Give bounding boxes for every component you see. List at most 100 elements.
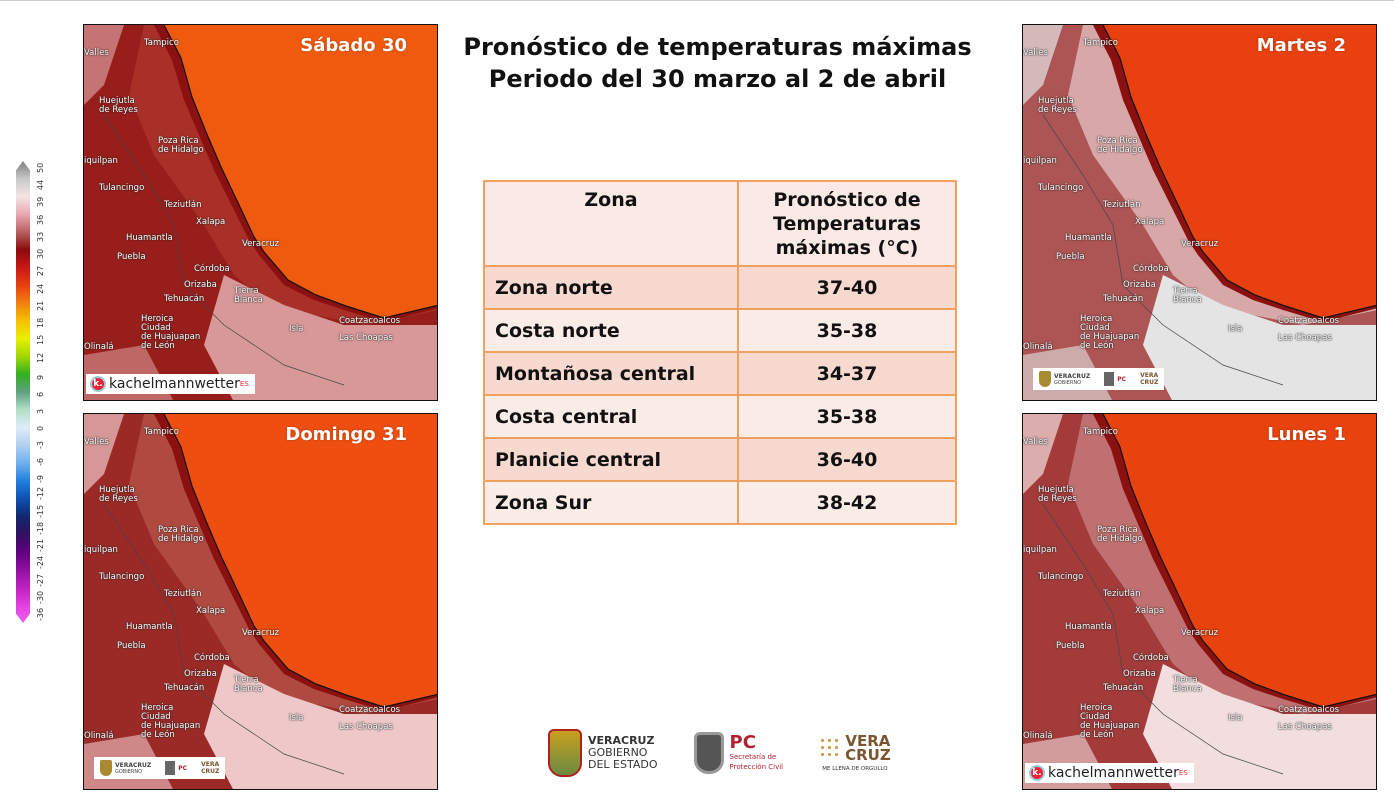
city-label: Xalapa (196, 606, 226, 616)
pc-shield-icon (693, 732, 724, 774)
logo-text: PC (1117, 375, 1127, 383)
logo-text: ME LLENA DE ORGULLO (822, 766, 888, 772)
veracruz-logos-strip: VERACRUZ GOBIERNO PC VERA CRUZ (1033, 368, 1165, 390)
logo-text: CRUZ (201, 768, 220, 775)
city-label: iquilpan (1023, 545, 1057, 555)
city-label: iquilpan (1023, 156, 1057, 166)
logo-text: VERACRUZ (115, 761, 152, 769)
day-label: Martes 2 (1256, 35, 1346, 56)
city-label: Tierra Blanca (1173, 286, 1202, 305)
city-label: Tulancingo (1038, 183, 1084, 193)
city-label: Tampico (1083, 427, 1118, 437)
logo-text: VERACRUZ (588, 734, 655, 747)
veracruz-logos-strip: VERACRUZ GOBIERNO PC VERA CRUZ (94, 757, 226, 779)
table-row: Costa central 35-38 (483, 394, 957, 439)
city-label: Olinalá (84, 342, 114, 352)
veracruz-orgullo-logo: VERA CRUZ ME LLENA DE ORGULLO (819, 734, 891, 772)
city-label: Valles (84, 437, 109, 447)
city-label: Tierra Blanca (234, 286, 263, 305)
gulf-of-mexico (164, 414, 437, 707)
state-border (1042, 503, 1284, 775)
table-row: Zona norte 37-40 (483, 265, 957, 310)
logo-text: Secretaría de (729, 753, 777, 761)
colorbar-tick-label: 0 (36, 426, 45, 432)
veracruz-shield-icon (100, 760, 112, 776)
city-label: Olinalá (1023, 342, 1053, 352)
colorbar-tick-label: -36 (36, 607, 45, 621)
city-label: Tampico (1083, 38, 1118, 48)
day-label: Lunes 1 (1267, 424, 1346, 445)
city-label: Huejutla de Reyes (99, 485, 138, 504)
city-label: Teziutlán (1103, 200, 1141, 210)
logo-text: VERA (1140, 372, 1159, 379)
table-row: Zona Sur 38-42 (483, 480, 957, 525)
city-label: Las Choapas (1278, 333, 1332, 343)
logo-text: VERA (201, 761, 220, 768)
city-label: Xalapa (196, 217, 226, 227)
city-label: Puebla (1056, 252, 1085, 262)
zone-cell: Zona Sur (483, 480, 739, 525)
city-label: Orizaba (1123, 669, 1156, 679)
colorbar-tick-label: -30 (36, 590, 45, 604)
table-row: Montañosa central 34-37 (483, 351, 957, 396)
state-border (103, 114, 345, 386)
logo-text: Protección Civil (729, 763, 784, 771)
temperature-map-canvas (1023, 25, 1376, 400)
city-label: Olinalá (84, 731, 114, 741)
city-label: Veracruz (1181, 239, 1219, 249)
value-cell: 35-38 (737, 394, 957, 439)
city-label: Coatzacoalcos (1278, 316, 1340, 326)
city-label: Tehuacán (164, 294, 205, 304)
city-label: Huamantla (126, 233, 173, 243)
city-label: Xalapa (1135, 606, 1165, 616)
city-label: Valles (1023, 48, 1048, 58)
zone-cell: Montañosa central (483, 351, 739, 396)
city-label: Poza Rica de Hidalgo (158, 525, 204, 544)
logo-text: GOBIERNO (588, 746, 648, 759)
city-label: Poza Rica de Hidalgo (1097, 525, 1143, 544)
city-label: Heroica Ciudad de Huajuapan de León (1080, 703, 1140, 740)
value-cell: 36-40 (737, 437, 957, 482)
city-label: Valles (84, 48, 109, 58)
logo-text: GOBIERNO (115, 768, 143, 775)
colorbar-tick-label: -27 (36, 573, 45, 587)
highland-band (84, 414, 437, 789)
logo-text: CRUZ (1140, 379, 1159, 386)
city-label: Puebla (117, 252, 146, 262)
northwest-area (1023, 25, 1063, 105)
proteccion-civil-logo: PC Secretaría de Protección Civil (693, 732, 784, 774)
city-label: Puebla (117, 641, 146, 651)
city-label: Las Choapas (339, 333, 393, 343)
city-label: Coatzacoalcos (339, 316, 401, 326)
colorbar-tick-label: 18 (36, 317, 45, 329)
gulf-of-mexico (1103, 25, 1376, 318)
temperature-map-canvas (84, 25, 437, 400)
pc-shield-icon (1104, 372, 1115, 386)
temperature-color-scale (16, 161, 30, 623)
temperature-map-canvas (84, 414, 437, 789)
logo-text: VERA (845, 732, 891, 750)
colorbar-tick-label: -3 (36, 440, 45, 449)
lowland-area (204, 275, 437, 400)
city-label: Veracruz (1181, 628, 1219, 638)
colorbar-tick-label: -12 (36, 487, 45, 501)
city-label: Córdoba (1133, 264, 1169, 274)
coastline (1102, 414, 1376, 708)
zone-cell: Costa central (483, 394, 739, 439)
logo-text: DEL ESTADO (588, 758, 658, 771)
city-label: Teziutlán (164, 589, 202, 599)
state-border (1042, 114, 1284, 386)
colorbar-tick-label: 9 (36, 374, 45, 380)
city-label: Olinalá (1023, 731, 1053, 741)
coastline (163, 25, 437, 319)
colorbar-tick-label: -15 (36, 504, 45, 518)
city-label: iquilpan (84, 156, 118, 166)
city-label: Isla (289, 324, 304, 334)
value-cell: 34-37 (737, 351, 957, 396)
pc-shield-icon (165, 761, 176, 775)
zone-cell: Zona norte (483, 265, 739, 310)
logo-text: PC (729, 732, 756, 753)
city-label: Orizaba (184, 280, 217, 290)
highland-band (1023, 414, 1376, 789)
city-label: Isla (1228, 324, 1243, 334)
